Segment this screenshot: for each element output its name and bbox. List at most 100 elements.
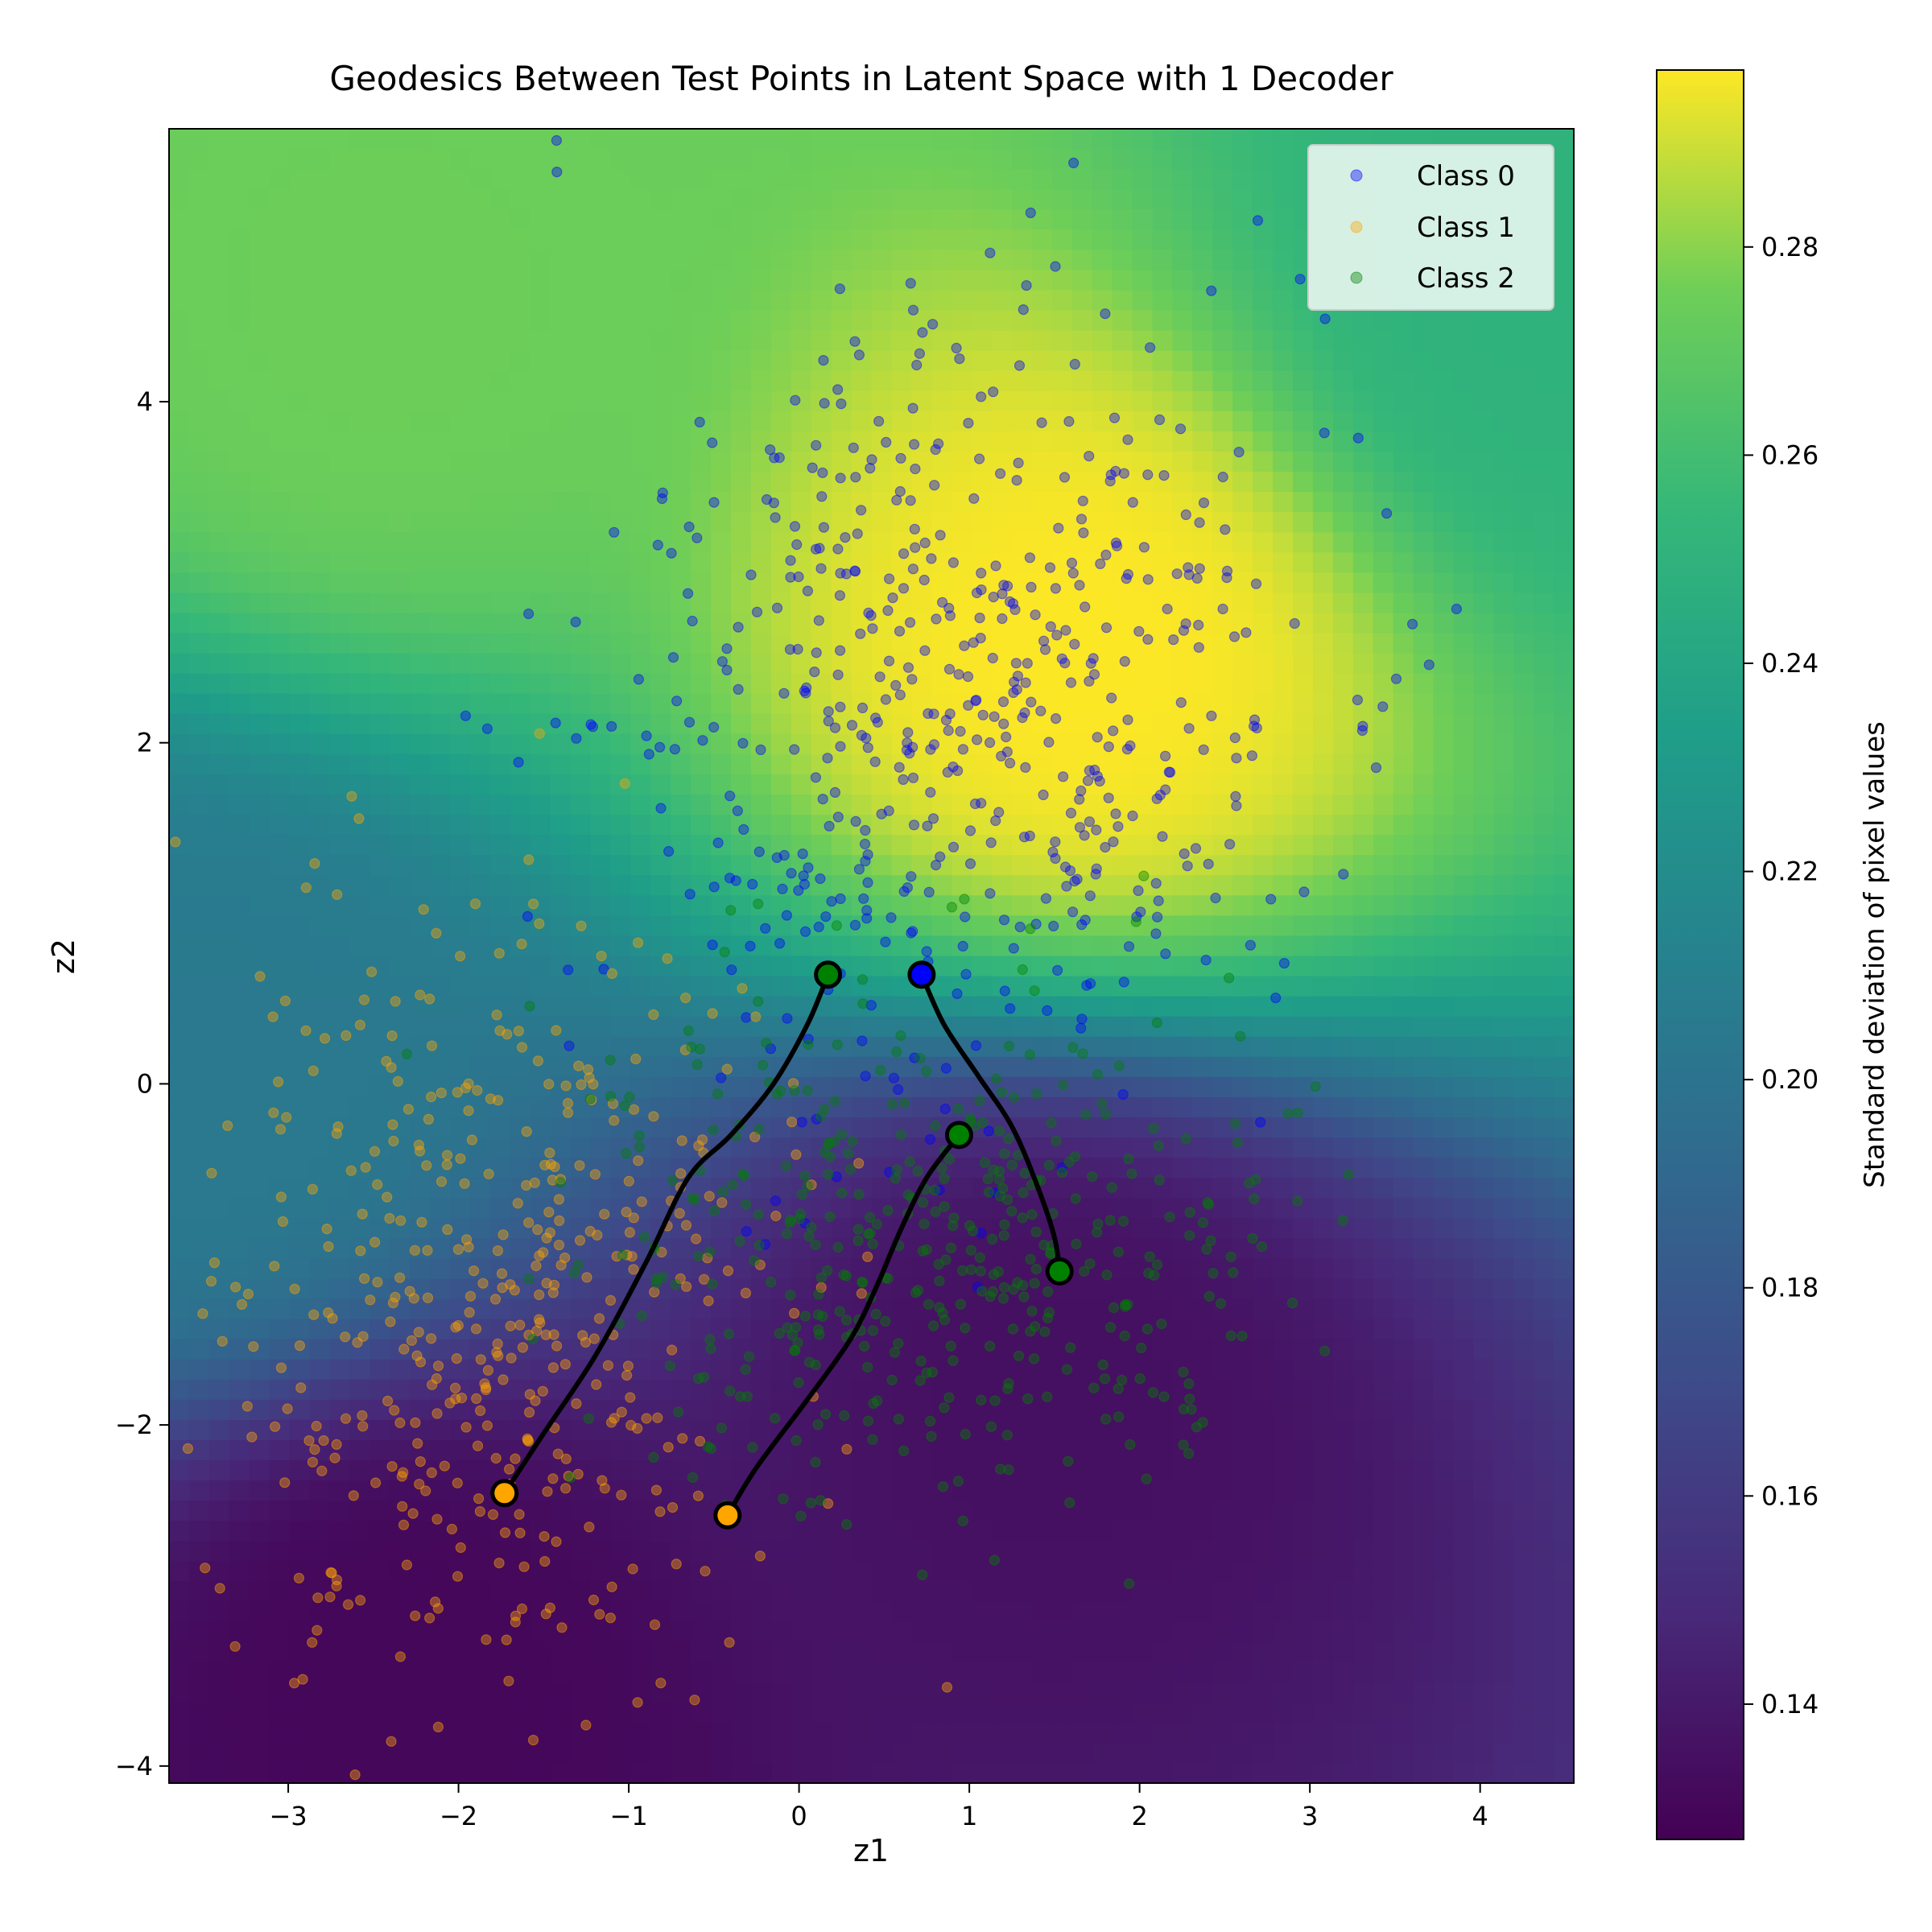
heatmap-cell (1352, 552, 1374, 574)
heatmap-cell (349, 290, 371, 312)
heatmap-cell (208, 1096, 230, 1118)
heatmap-cell (1312, 1096, 1334, 1118)
heatmap-cell (671, 1096, 691, 1118)
heatmap-cell (650, 895, 672, 917)
heatmap-cell (530, 1501, 551, 1522)
heatmap-cell (1051, 370, 1073, 392)
heatmap-cell (489, 996, 511, 1018)
heatmap-cell (851, 149, 873, 170)
heatmap-cell (369, 512, 391, 534)
heatmap-cell (1031, 1016, 1053, 1038)
heatmap-cell (430, 1541, 451, 1563)
heatmap-cell (1172, 1178, 1194, 1199)
heatmap-cell (510, 1238, 531, 1260)
heatmap-cell (1312, 1561, 1334, 1583)
heatmap-cell (570, 1198, 592, 1220)
heatmap-cell (650, 855, 672, 877)
heatmap-cell (610, 270, 632, 291)
heatmap-cell (1293, 1682, 1314, 1703)
heatmap-cell (450, 733, 471, 755)
heatmap-cell (1352, 733, 1374, 755)
heatmap-cell (169, 229, 190, 251)
heatmap-cell (770, 1521, 792, 1542)
heatmap-cell (550, 1016, 572, 1038)
heatmap-cell (169, 1056, 190, 1078)
heatmap-cell (1332, 693, 1354, 715)
heatmap-cell (249, 1501, 270, 1522)
heatmap-cell (530, 753, 551, 775)
heatmap-cell (469, 552, 491, 574)
heatmap-cell (831, 1541, 852, 1563)
heatmap-cell (1212, 1359, 1234, 1381)
heatmap-cell (329, 1359, 351, 1381)
heatmap-cell (1312, 613, 1334, 634)
heatmap-cell (1071, 1460, 1093, 1481)
heatmap-cell (791, 1521, 812, 1542)
heatmap-cell (1332, 1016, 1354, 1038)
heatmap-cell (1031, 1742, 1053, 1764)
heatmap-cell (1192, 149, 1214, 170)
heatmap-cell (530, 492, 551, 513)
heatmap-cell (1352, 1359, 1374, 1381)
heatmap-cell (750, 1641, 772, 1663)
heatmap-cell (169, 774, 190, 795)
heatmap-cell (369, 411, 391, 432)
heatmap-cell (590, 1198, 612, 1220)
heatmap-cell (169, 1117, 190, 1138)
heatmap-cell (630, 1581, 652, 1603)
heatmap-cell (1152, 693, 1174, 715)
heatmap-cell (329, 1379, 351, 1401)
heatmap-cell (430, 532, 451, 554)
heatmap-cell (972, 1702, 993, 1724)
heatmap-cell (570, 592, 592, 614)
heatmap-cell (570, 1238, 592, 1260)
heatmap-cell (1031, 1541, 1053, 1563)
heatmap-cell (1332, 1036, 1354, 1058)
heatmap-cell (410, 633, 431, 654)
heatmap-cell (349, 1621, 371, 1643)
heatmap-cell (229, 552, 250, 574)
heatmap-cell (731, 451, 752, 473)
heatmap-cell (309, 1601, 331, 1623)
heatmap-cell (871, 1339, 893, 1360)
heatmap-cell (1373, 572, 1394, 594)
heatmap-cell (570, 733, 592, 755)
heatmap-cell (550, 1501, 572, 1522)
heatmap-cell (1112, 1339, 1133, 1360)
heatmap-cell (1132, 935, 1154, 957)
heatmap-cell (610, 189, 632, 211)
heatmap-cell (309, 149, 331, 170)
heatmap-cell (489, 935, 511, 957)
heatmap-cell (570, 1702, 592, 1724)
heatmap-cell (390, 1702, 411, 1724)
heatmap-cell (610, 753, 632, 775)
heatmap-cell (891, 1561, 913, 1583)
heatmap-cell (249, 209, 270, 231)
heatmap-cell (1293, 1278, 1314, 1300)
heatmap-cell (650, 512, 672, 534)
heatmap-cell (1332, 472, 1354, 493)
heatmap-cell (691, 613, 712, 634)
heatmap-cell (1051, 270, 1073, 291)
heatmap-cell (269, 1036, 291, 1058)
heatmap-cell (891, 1581, 913, 1603)
heatmap-cell (1012, 1460, 1033, 1481)
heatmap-cell (269, 1581, 291, 1603)
heatmap-cell (1112, 1480, 1133, 1501)
heatmap-cell (430, 1137, 451, 1158)
heatmap-cell (188, 250, 210, 271)
heatmap-cell (570, 451, 592, 473)
heatmap-cell (831, 1641, 852, 1663)
heatmap-cell (1232, 572, 1253, 594)
heatmap-cell (1192, 753, 1214, 775)
heatmap-cell (590, 1076, 612, 1098)
heatmap-cell (931, 1581, 953, 1603)
heatmap-cell (590, 1359, 612, 1381)
heatmap-cell (952, 592, 972, 614)
heatmap-cell (590, 1258, 612, 1280)
heatmap-cell (992, 492, 1013, 513)
heatmap-cell (169, 1238, 190, 1260)
heatmap-cell (791, 1056, 812, 1078)
heatmap-cell (369, 693, 391, 715)
heatmap-cell (791, 229, 812, 251)
